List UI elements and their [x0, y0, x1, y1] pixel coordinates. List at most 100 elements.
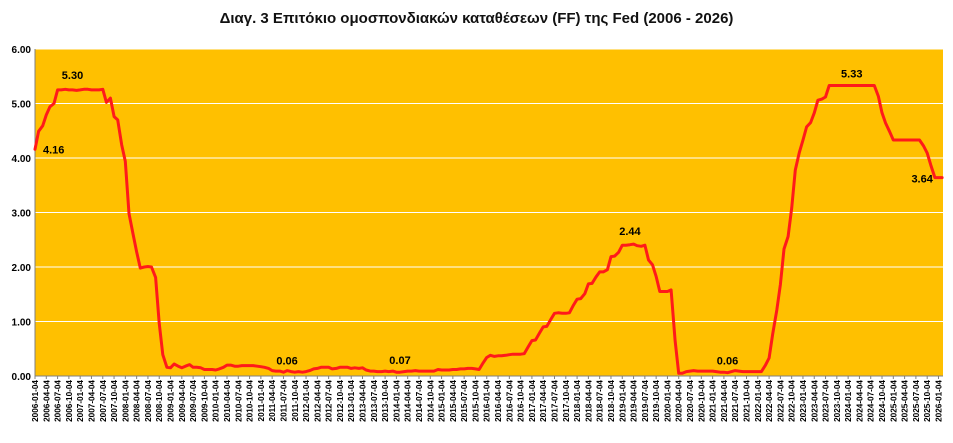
x-tick-label: 2018-10-04: [607, 380, 616, 422]
data-label: 2.44: [619, 226, 641, 238]
x-tick-label: 2015-10-04: [471, 380, 480, 422]
x-tick-label: 2025-07-04: [912, 380, 921, 422]
x-tick-label: 2023-07-04: [822, 380, 831, 422]
x-tick-label: 2024-10-04: [878, 380, 887, 422]
x-tick-label: 2020-07-04: [686, 380, 695, 422]
x-tick-label: 2020-10-04: [697, 380, 706, 422]
x-tick-label: 2009-07-04: [189, 380, 198, 422]
x-tick-label: 2023-01-04: [799, 380, 808, 422]
x-tick-label: 2018-01-04: [573, 380, 582, 422]
x-tick-label: 2013-01-04: [347, 380, 356, 422]
x-tick-label: 2011-07-04: [279, 380, 288, 422]
x-tick-label: 2024-01-04: [844, 380, 853, 422]
x-tick-label: 2014-10-04: [426, 380, 435, 422]
y-tick-label: 2.00: [12, 263, 32, 274]
x-tick-label: 2006-04-04: [42, 380, 51, 422]
x-tick-label: 2008-07-04: [144, 380, 153, 422]
x-tick-label: 2014-01-04: [392, 380, 401, 422]
x-tick-label: 2016-04-04: [494, 380, 503, 422]
x-tick-label: 2013-07-04: [370, 380, 379, 422]
x-tick-label: 2025-04-04: [901, 380, 910, 422]
x-tick-label: 2009-10-04: [200, 380, 209, 422]
x-tick-label: 2006-07-04: [54, 380, 63, 422]
y-tick-label: 4.00: [12, 154, 32, 165]
y-tick-label: 6.00: [12, 45, 32, 56]
data-label: 5.30: [62, 70, 83, 82]
x-tick-label: 2012-07-04: [325, 380, 334, 422]
x-tick-label: 2010-01-04: [212, 380, 221, 422]
x-tick-label: 2025-01-04: [889, 380, 898, 422]
x-tick-label: 2015-01-04: [438, 380, 447, 422]
x-tick-label: 2022-04-04: [765, 380, 774, 422]
x-tick-label: 2024-04-04: [855, 380, 864, 422]
data-label: 5.33: [841, 69, 862, 81]
x-tick-label: 2008-10-04: [155, 380, 164, 422]
y-tick-label: 5.00: [12, 100, 32, 111]
x-tick-label: 2017-07-04: [551, 380, 560, 422]
x-tick-label: 2011-01-04: [257, 380, 266, 422]
x-tick-label: 2022-01-04: [754, 380, 763, 422]
x-tick-label: 2016-01-04: [483, 380, 492, 422]
x-tick-label: 2019-04-04: [630, 380, 639, 422]
data-label: 0.06: [276, 356, 297, 368]
x-tick-label: 2021-04-04: [720, 380, 729, 422]
x-tick-label: 2012-10-04: [336, 380, 345, 422]
x-tick-label: 2018-07-04: [596, 380, 605, 422]
data-label: 4.16: [43, 144, 64, 156]
x-tick-label: 2010-04-04: [223, 380, 232, 422]
x-tick-label: 2022-07-04: [776, 380, 785, 422]
x-tick-label: 2008-04-04: [133, 380, 142, 422]
x-tick-label: 2019-10-04: [652, 380, 661, 422]
x-tick-label: 2016-07-04: [505, 380, 514, 422]
x-tick-label: 2009-04-04: [178, 380, 187, 422]
x-tick-label: 2020-04-04: [675, 380, 684, 422]
x-tick-label: 2019-01-04: [618, 380, 627, 422]
x-tick-label: 2016-10-04: [517, 380, 526, 422]
x-tick-label: 2015-04-04: [449, 380, 458, 422]
x-tick-label: 2026-01-04: [934, 380, 943, 422]
x-tick-label: 2012-04-04: [313, 380, 322, 422]
x-tick-label: 2009-01-04: [167, 380, 176, 422]
x-tick-label: 2014-07-04: [415, 380, 424, 422]
x-tick-label: 2022-10-04: [788, 380, 797, 422]
x-tick-label: 2021-01-04: [709, 380, 718, 422]
x-tick-label: 2015-07-04: [460, 380, 469, 422]
y-tick-label: 3.00: [12, 209, 32, 220]
chart-title: Διαγ. 3 Επιτόκιο ομοσπονδιακών καταθέσεω…: [219, 10, 734, 27]
x-tick-label: 2017-04-04: [539, 380, 548, 422]
x-tick-label: 2011-04-04: [268, 380, 277, 422]
x-tick-label: 2008-01-04: [121, 380, 130, 422]
x-tick-label: 2023-10-04: [833, 380, 842, 422]
data-label: 0.07: [389, 355, 410, 367]
x-tick-label: 2007-07-04: [99, 380, 108, 422]
x-tick-label: 2011-10-04: [291, 380, 300, 422]
x-tick-label: 2025-10-04: [923, 380, 932, 422]
series-line: [33, 84, 944, 375]
x-tick-label: 2013-10-04: [381, 380, 390, 422]
x-tick-label: 2021-07-04: [731, 380, 740, 422]
x-tick-label: 2017-01-04: [528, 380, 537, 422]
x-tick-label: 2010-10-04: [246, 380, 255, 422]
x-tick-label: 2007-04-04: [87, 380, 96, 422]
x-tick-label: 2006-10-04: [65, 380, 74, 422]
x-tick-label: 2023-04-04: [810, 380, 819, 422]
x-tick-label: 2018-04-04: [584, 380, 593, 422]
x-tick-label: 2020-01-04: [663, 380, 672, 422]
x-tick-label: 2007-10-04: [110, 380, 119, 422]
x-tick-label: 2019-07-04: [641, 380, 650, 422]
x-tick-label: 2010-07-04: [234, 380, 243, 422]
x-tick-label: 2007-01-04: [76, 380, 85, 422]
x-tick-label: 2012-01-04: [302, 380, 311, 422]
y-tick-label: 0.00: [12, 372, 32, 383]
x-tick-label: 2013-04-04: [359, 380, 368, 422]
x-tick-label: 2006-01-04: [31, 380, 40, 422]
data-label: 3.64: [911, 174, 933, 186]
x-tick-label: 2014-04-04: [404, 380, 413, 422]
x-tick-label: 2017-10-04: [562, 380, 571, 422]
x-tick-label: 2024-07-04: [867, 380, 876, 422]
data-label: 0.06: [717, 356, 738, 368]
x-tick-label: 2021-10-04: [742, 380, 751, 422]
y-tick-label: 1.00: [12, 318, 32, 329]
